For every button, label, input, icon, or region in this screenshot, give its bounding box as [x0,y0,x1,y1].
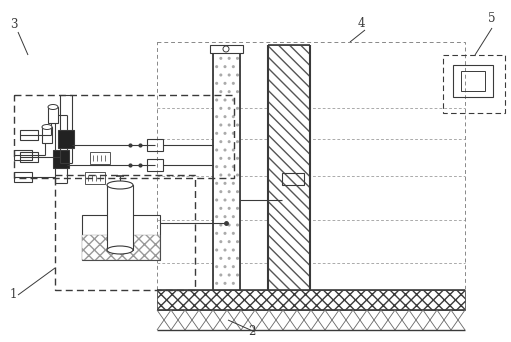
Bar [90,152,110,164]
Bar [14,150,32,160]
Bar [55,175,195,290]
Bar [14,172,32,182]
Circle shape [223,46,229,52]
Bar [82,215,160,260]
Bar [85,172,105,184]
Bar [14,95,234,178]
Bar [213,45,240,290]
Bar [42,127,52,143]
Bar [48,107,58,123]
Ellipse shape [107,181,133,189]
Bar [20,130,38,140]
Bar [53,150,69,168]
Bar [282,173,304,185]
Ellipse shape [42,124,52,130]
Text: 4: 4 [358,17,365,30]
Bar [453,65,493,97]
Bar [82,235,160,260]
Bar [461,71,485,91]
Ellipse shape [107,246,133,254]
Bar [58,130,74,148]
Bar [157,42,465,307]
Text: 1: 1 [10,288,17,301]
Text: 3: 3 [10,18,17,31]
Bar [443,55,505,113]
Text: 2: 2 [248,325,256,338]
Bar [157,290,465,310]
Bar [147,139,163,151]
Bar [268,45,310,305]
Bar [147,159,163,171]
Bar [107,185,133,250]
Bar [210,45,243,53]
Bar [20,152,38,162]
Text: 5: 5 [488,12,496,25]
Ellipse shape [48,105,58,109]
